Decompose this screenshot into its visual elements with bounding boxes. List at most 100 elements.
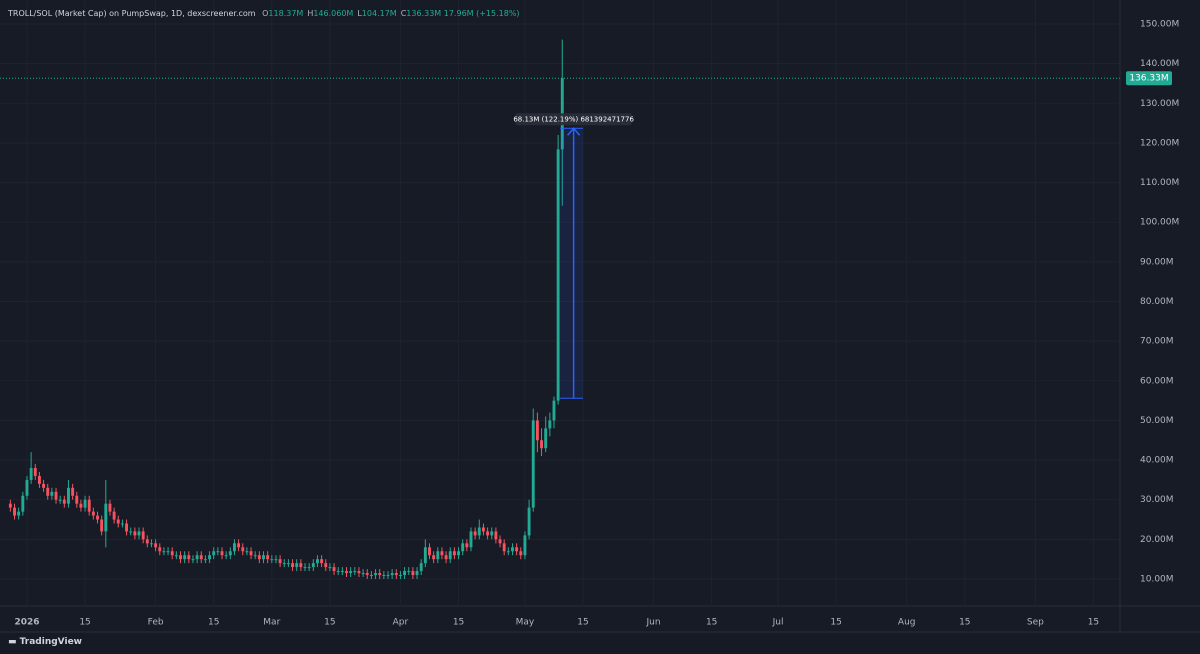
candle-body [154, 543, 158, 548]
candle-body [187, 555, 191, 560]
x-tick-label: Mar [263, 618, 280, 628]
candle-body [237, 543, 241, 548]
candle-body [486, 531, 490, 536]
candle-body [274, 559, 278, 561]
chart-title: TROLL/SOL (Market Cap) on PumpSwap, 1D, … [8, 9, 256, 18]
candle-body [100, 519, 104, 532]
candle-body [411, 571, 415, 576]
candle-body [428, 547, 431, 556]
candle-body [195, 555, 199, 560]
y-tick-label: 50.00M [1140, 416, 1174, 426]
candle-body [13, 507, 16, 516]
legend-key: C [400, 9, 407, 18]
candle-body [96, 515, 99, 520]
candle-body [303, 567, 307, 569]
x-tick-label: Feb [148, 618, 164, 628]
candle-body [345, 571, 348, 574]
measure-label: 68.13M (122.19%) 681392471776 [513, 115, 634, 123]
x-tick-label: Jul [772, 618, 784, 628]
y-tick-label: 90.00M [1140, 257, 1174, 267]
candle-body [87, 499, 91, 512]
candle-body [390, 573, 394, 576]
x-tick-label: 15 [959, 618, 970, 628]
candle-body [523, 535, 527, 556]
candle-body [17, 511, 21, 516]
candle-body [378, 573, 382, 576]
candle-body [58, 499, 62, 501]
candle-body [233, 543, 236, 552]
candle-body [423, 547, 427, 564]
candle-body [369, 575, 373, 577]
candle-body [137, 531, 141, 536]
candle-body [365, 573, 369, 576]
candle-body [361, 573, 365, 575]
candle-body [216, 551, 220, 553]
candle-body [162, 551, 166, 553]
candle-body [141, 531, 145, 540]
candle-body [166, 551, 170, 553]
legend: TROLL/SOL (Market Cap) on PumpSwap, 1D, … [8, 9, 520, 18]
candle-body [315, 559, 319, 564]
candle-body [199, 555, 203, 560]
x-tick-label: 15 [1088, 618, 1099, 628]
legend-value: 136.33M [406, 9, 442, 18]
candle-body [150, 543, 153, 545]
y-tick-label: 130.00M [1140, 99, 1179, 109]
x-tick-label: 15 [830, 618, 841, 628]
x-tick-label: Aug [898, 618, 916, 628]
candle-body [262, 555, 265, 560]
candle-body [133, 531, 137, 536]
x-tick-label: 15 [453, 618, 464, 628]
x-tick-label: 15 [324, 618, 335, 628]
candle-body [311, 563, 315, 568]
candle-body [324, 563, 328, 568]
candle-body [448, 551, 452, 560]
candle-body [419, 563, 423, 572]
y-tick-label: 110.00M [1140, 178, 1179, 188]
x-tick-label: Sep [1027, 618, 1044, 628]
y-tick-label: 100.00M [1140, 218, 1179, 228]
candle-body [469, 531, 473, 548]
y-tick-label: 20.00M [1140, 535, 1174, 545]
candle-body [108, 503, 112, 512]
candle-body [245, 551, 249, 553]
candle-body [357, 571, 361, 574]
candle-body [349, 571, 353, 574]
price-tag [1126, 71, 1172, 86]
price-tag-label: 136.33M [1129, 74, 1168, 84]
candle-body [145, 539, 149, 544]
measure-label-box [515, 113, 632, 126]
legend-value: 146.060M [313, 9, 354, 18]
candle-body [282, 563, 286, 565]
candle-body [120, 523, 124, 525]
legend-key: O [262, 9, 269, 18]
candle-body [54, 491, 58, 500]
brand: TradingView [19, 637, 82, 647]
candle-body [336, 571, 340, 573]
candle-body [340, 571, 344, 573]
candle-body [291, 563, 295, 568]
change: 17.96M (+15.18%) [443, 9, 520, 18]
candle-body [398, 575, 402, 577]
candle-body [328, 567, 332, 569]
candle-body [511, 547, 514, 552]
candle-body [257, 555, 261, 560]
y-tick-label: 120.00M [1140, 138, 1179, 148]
candle-body [116, 519, 120, 524]
candle-body [531, 420, 535, 508]
candle-body [457, 551, 460, 556]
measure-box [560, 128, 584, 399]
candle-body [253, 555, 257, 557]
x-tick-label: 15 [706, 618, 717, 628]
candle-body [286, 563, 290, 565]
candle-body [62, 499, 66, 504]
candle-body [403, 571, 407, 576]
candle-body [407, 571, 411, 573]
legend-value: 118.37M [268, 9, 304, 18]
candle-body [473, 531, 477, 536]
candle-body [8, 503, 12, 508]
y-tick-label: 30.00M [1140, 495, 1174, 505]
candle-body [382, 575, 386, 577]
candle-body [452, 551, 456, 556]
